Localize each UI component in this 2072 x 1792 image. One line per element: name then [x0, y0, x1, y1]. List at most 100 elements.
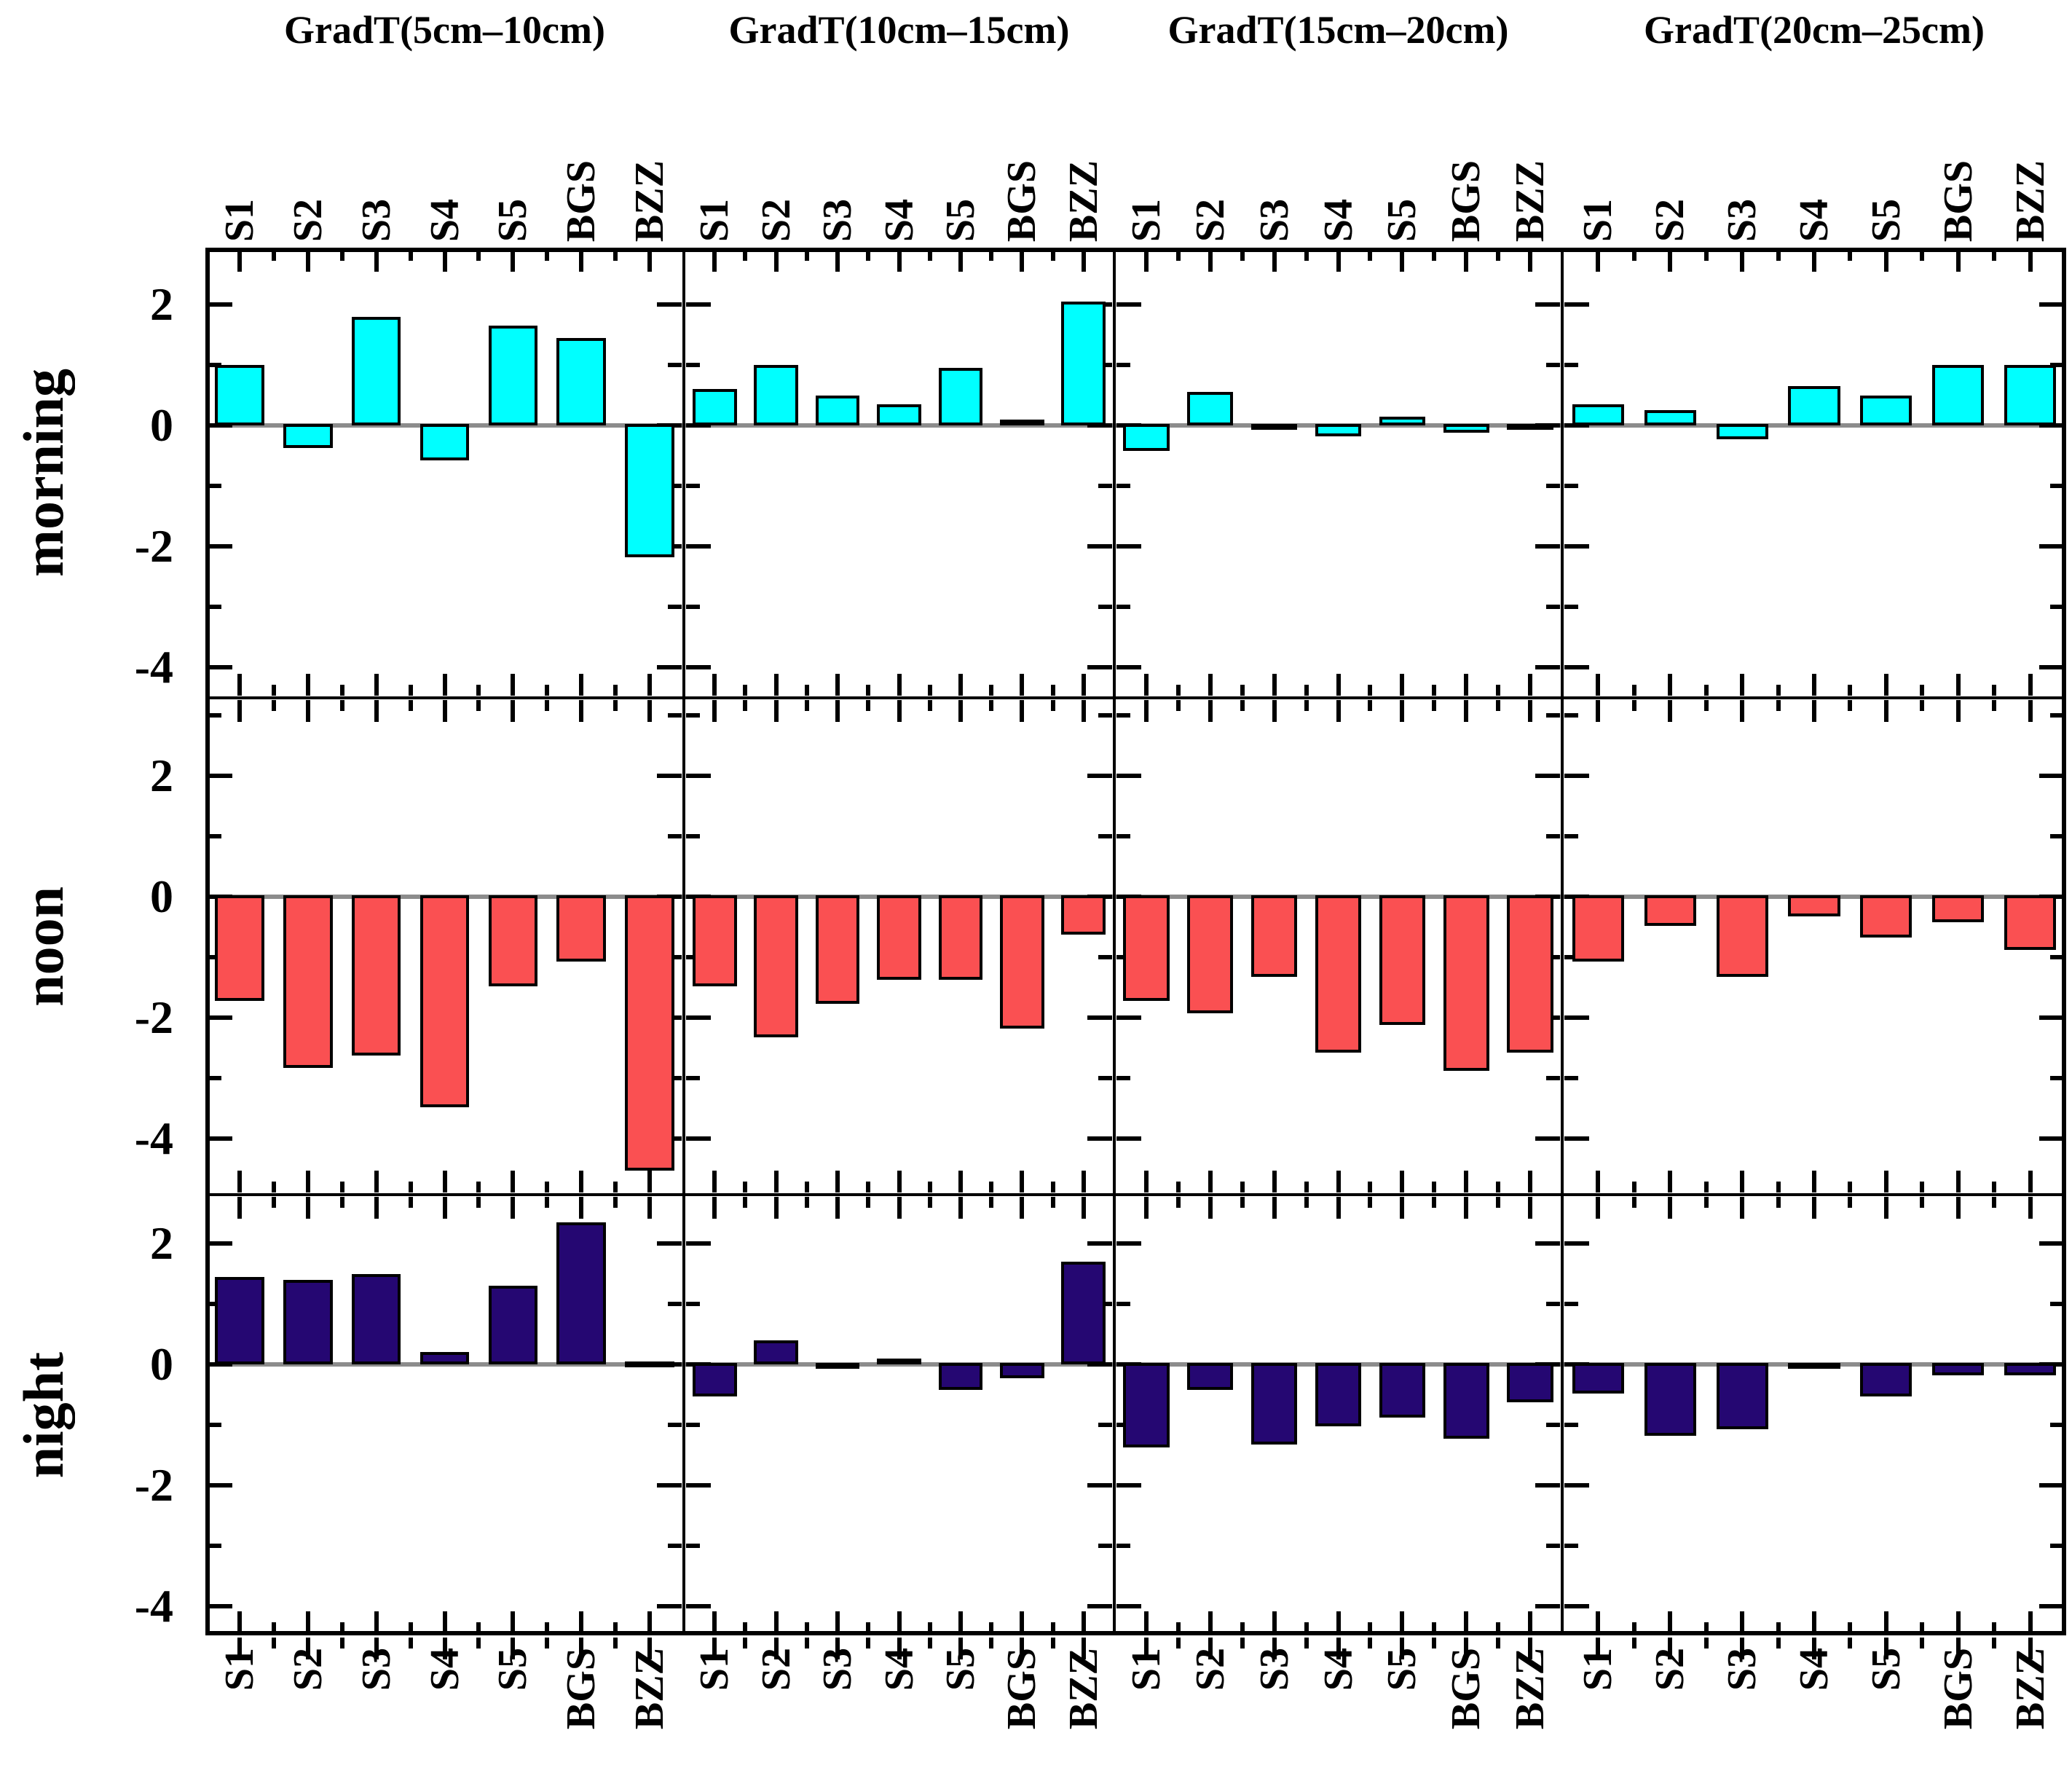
y-tick	[1564, 605, 1578, 609]
y-tick	[208, 1015, 232, 1020]
y-tick	[657, 1241, 682, 1246]
x-tick	[613, 700, 618, 711]
category-label-top: S4	[422, 198, 468, 242]
x-tick	[1432, 1197, 1437, 1208]
x-tick	[545, 1182, 550, 1192]
x-tick	[1304, 700, 1309, 711]
x-tick	[1631, 1197, 1636, 1208]
bar-night-col1-BZZ	[625, 1361, 674, 1367]
y-tick	[1116, 665, 1141, 669]
y-tick-label: -2	[134, 520, 173, 572]
y-tick	[1116, 1544, 1130, 1548]
category-label-top: S3	[1251, 198, 1297, 242]
x-tick	[1496, 1197, 1501, 1208]
x-tick	[579, 250, 584, 272]
x-tick	[1703, 1197, 1709, 1208]
y-tick	[208, 1423, 221, 1427]
x-tick	[804, 1182, 809, 1192]
category-label-bottom: BGS	[1443, 1648, 1489, 1730]
y-tick-label: -2	[134, 1459, 173, 1511]
y-tick	[208, 1604, 232, 1608]
y-tick	[1087, 544, 1112, 549]
x-tick	[743, 685, 748, 696]
x-tick	[339, 700, 344, 711]
y-tick	[208, 774, 232, 778]
x-tick	[237, 674, 242, 696]
category-label-bottom-cell: S1	[682, 1648, 747, 1786]
column-title-1: GradT(5cm–10cm)	[284, 8, 605, 52]
category-label-top-cell: S1	[1565, 62, 1631, 242]
x-tick	[339, 250, 344, 261]
x-tick	[927, 250, 932, 261]
bar-noon-col2-S2	[754, 895, 799, 1038]
category-label-bottom-cell: BGS	[548, 1648, 614, 1786]
x-tick	[835, 1197, 840, 1219]
x-tick	[1272, 1611, 1277, 1633]
x-tick	[374, 1611, 379, 1633]
y-tick	[686, 363, 700, 367]
category-label-top: S1	[1575, 198, 1621, 242]
bar-night-col2-S1	[692, 1363, 737, 1396]
x-tick	[897, 674, 902, 696]
panel-divider-vertical-3	[1561, 248, 1564, 1635]
x-tick	[1432, 250, 1437, 261]
x-tick	[958, 1171, 963, 1192]
x-tick	[511, 1611, 516, 1633]
x-tick	[804, 700, 809, 711]
y-tick	[2050, 834, 2064, 838]
bar-morning-col3-BGS	[1443, 424, 1489, 433]
x-tick	[989, 250, 994, 261]
x-tick	[927, 1638, 932, 1648]
x-tick	[1081, 250, 1086, 272]
y-tick	[1535, 1483, 1560, 1488]
x-tick	[442, 1638, 447, 1659]
y-tick	[1546, 1544, 1560, 1548]
bar-night-col4-BZZ	[2004, 1363, 2057, 1375]
x-tick	[835, 250, 840, 272]
x-tick	[1304, 1197, 1309, 1208]
category-label-top-cell: S1	[207, 62, 272, 242]
bar-night-col3-S5	[1379, 1363, 1425, 1418]
x-tick	[1631, 700, 1636, 711]
category-label-bottom: S1	[1123, 1648, 1169, 1691]
x-tick	[989, 1622, 994, 1633]
x-tick	[773, 1197, 779, 1219]
category-label-bottom: BZZ	[1508, 1648, 1553, 1730]
x-tick	[897, 1638, 902, 1659]
x-tick	[835, 1171, 840, 1192]
x-tick	[1464, 1171, 1469, 1192]
category-label-bottom-cell: S1	[207, 1648, 272, 1786]
category-label-top-cell: S2	[1178, 62, 1243, 242]
x-tick	[1848, 250, 1853, 261]
category-label-bottom-cell: BGS	[989, 1648, 1055, 1786]
category-label-bottom: S4	[422, 1648, 468, 1691]
x-tick	[1081, 1611, 1086, 1633]
category-label-bottom-cell: S4	[412, 1648, 478, 1786]
panel-divider-vertical-2	[1113, 248, 1116, 1635]
y-tick	[1116, 1483, 1141, 1488]
x-tick	[1050, 700, 1055, 711]
x-tick	[773, 1638, 779, 1659]
x-tick	[866, 1197, 871, 1208]
y-tick	[2039, 423, 2064, 428]
y-tick	[1116, 1241, 1141, 1246]
panel-divider-vertical-1	[682, 248, 685, 1635]
category-label-top: S1	[1123, 198, 1169, 242]
y-tick	[668, 363, 682, 367]
bar-night-col1-S2	[283, 1279, 333, 1364]
x-tick	[442, 1197, 447, 1219]
x-tick	[1668, 250, 1673, 272]
y-tick	[686, 713, 700, 718]
bar-morning-col2-BGS	[999, 419, 1044, 425]
x-tick	[1528, 1197, 1533, 1219]
x-tick	[1400, 1197, 1405, 1219]
x-tick	[1272, 1197, 1277, 1219]
x-tick	[237, 1197, 242, 1219]
bar-morning-col2-S1	[692, 389, 737, 425]
x-tick	[989, 1197, 994, 1208]
bar-morning-col2-BZZ	[1061, 301, 1106, 425]
y-tick	[668, 713, 682, 718]
x-tick	[1432, 700, 1437, 711]
bar-noon-col4-BZZ	[2004, 895, 2057, 950]
y-tick	[2050, 1423, 2064, 1427]
